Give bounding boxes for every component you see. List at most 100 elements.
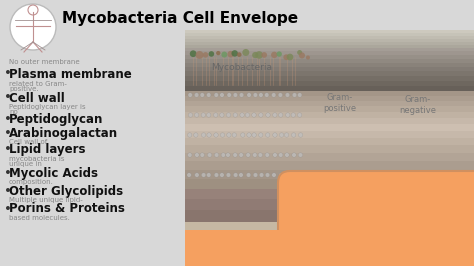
Bar (185, 138, 474, 145)
Bar (185, 86, 474, 91)
Text: Porins & Proteins: Porins & Proteins (9, 202, 125, 215)
Bar (185, 33, 474, 36)
Circle shape (195, 153, 199, 157)
Bar (185, 81, 474, 86)
Circle shape (272, 173, 276, 177)
Bar (185, 179, 474, 189)
Circle shape (278, 93, 283, 97)
Bar (185, 170, 474, 179)
Bar (185, 39, 474, 42)
Text: Other Glycolipids: Other Glycolipids (9, 185, 123, 197)
Bar (185, 161, 474, 170)
Circle shape (253, 93, 257, 97)
Bar (185, 230, 474, 266)
Circle shape (228, 51, 234, 57)
Circle shape (253, 153, 257, 157)
Circle shape (194, 113, 199, 117)
Circle shape (261, 52, 267, 58)
Circle shape (271, 52, 277, 58)
Text: •: • (4, 143, 12, 156)
Circle shape (226, 173, 231, 177)
Circle shape (240, 133, 245, 137)
Circle shape (272, 93, 276, 97)
Bar (185, 106, 474, 112)
Circle shape (299, 133, 303, 137)
Circle shape (291, 113, 295, 117)
Circle shape (208, 153, 212, 157)
Bar (185, 112, 474, 118)
Circle shape (233, 93, 237, 97)
Circle shape (201, 173, 206, 177)
Circle shape (285, 153, 289, 157)
Text: Mycobacteria: Mycobacteria (211, 64, 273, 73)
Circle shape (201, 133, 206, 137)
Circle shape (252, 133, 256, 137)
Text: Mycolic Acids: Mycolic Acids (9, 167, 98, 180)
Text: unique in: unique in (9, 161, 42, 167)
Bar (185, 124, 474, 131)
Text: Peptidoglycan: Peptidoglycan (9, 114, 103, 127)
Text: Lipid layers: Lipid layers (9, 143, 85, 156)
Circle shape (226, 113, 231, 117)
Circle shape (200, 153, 204, 157)
Bar (185, 51, 474, 55)
Bar (185, 210, 474, 222)
Circle shape (253, 173, 258, 177)
Circle shape (207, 113, 211, 117)
Text: Mycobacteria Cell Envelope: Mycobacteria Cell Envelope (62, 10, 298, 26)
Circle shape (233, 173, 238, 177)
Circle shape (285, 113, 290, 117)
Bar (185, 63, 474, 67)
Bar (185, 250, 474, 266)
Text: •: • (4, 202, 12, 215)
Circle shape (209, 51, 214, 57)
Circle shape (298, 93, 302, 97)
Circle shape (298, 153, 303, 157)
Circle shape (258, 133, 263, 137)
Circle shape (287, 54, 293, 60)
Bar (185, 36, 474, 39)
Bar (185, 199, 474, 210)
Circle shape (279, 113, 283, 117)
Circle shape (279, 153, 283, 157)
Circle shape (265, 153, 269, 157)
Circle shape (297, 113, 302, 117)
Circle shape (252, 52, 258, 58)
Circle shape (226, 153, 230, 157)
Circle shape (246, 153, 250, 157)
Text: Cell wall of: Cell wall of (9, 139, 47, 145)
Circle shape (187, 173, 191, 177)
Circle shape (233, 153, 237, 157)
Circle shape (233, 113, 237, 117)
Circle shape (196, 51, 203, 59)
Text: based molecules.: based molecules. (9, 215, 70, 221)
Circle shape (220, 93, 224, 97)
Text: Cell wall: Cell wall (9, 92, 65, 105)
Circle shape (264, 93, 269, 97)
Circle shape (232, 133, 237, 137)
Circle shape (227, 133, 231, 137)
Circle shape (279, 173, 283, 177)
Circle shape (259, 113, 263, 117)
Text: Multiple unique lipid-: Multiple unique lipid- (9, 197, 83, 203)
Circle shape (239, 93, 244, 97)
Text: Gram-
positive: Gram- positive (323, 93, 356, 113)
Circle shape (285, 93, 290, 97)
Circle shape (194, 93, 199, 97)
Circle shape (276, 51, 282, 57)
Circle shape (292, 133, 296, 137)
Circle shape (227, 93, 231, 97)
Circle shape (245, 113, 250, 117)
FancyBboxPatch shape (278, 171, 474, 266)
Circle shape (273, 133, 277, 137)
Text: composition.: composition. (9, 179, 54, 185)
Circle shape (247, 133, 251, 137)
Text: •: • (4, 92, 12, 105)
Bar (185, 42, 474, 45)
Text: positive.: positive. (9, 86, 38, 92)
Text: related to Gram-: related to Gram- (9, 81, 67, 87)
Circle shape (207, 133, 211, 137)
Circle shape (285, 173, 290, 177)
Circle shape (240, 113, 244, 117)
Circle shape (207, 93, 211, 97)
